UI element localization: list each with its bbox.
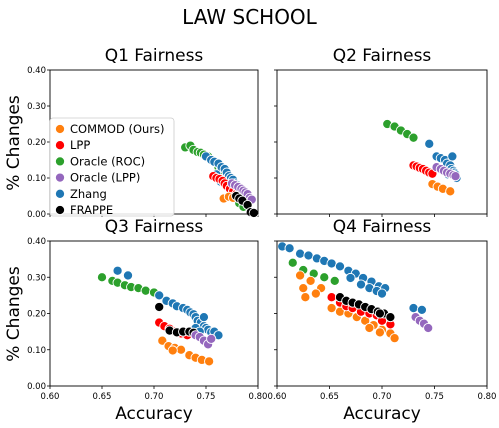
q3-y-tick-label: 0.20 bbox=[27, 310, 46, 320]
q2-point-oracle-lpp bbox=[450, 171, 461, 182]
q4-point-commod-ours bbox=[295, 270, 306, 281]
q2-point-oracle-roc bbox=[408, 132, 419, 143]
q1-panel: Q1 Fairness 0.00 0.10 0.20 0.30 0.40 bbox=[27, 46, 259, 220]
q1-point-frappe bbox=[248, 207, 259, 218]
q4-point-frappe bbox=[374, 308, 385, 319]
q4-x-tick-label: 0.60 bbox=[268, 392, 287, 402]
q2-point-zhang bbox=[424, 138, 435, 149]
x-axis-label-right: Accuracy bbox=[343, 404, 421, 424]
q3-point-oracle-roc bbox=[140, 285, 151, 296]
q1-y-tick-label: 0.30 bbox=[27, 102, 46, 112]
q4-title: Q4 Fairness bbox=[333, 217, 432, 237]
q3-y-tick-label: 0.40 bbox=[27, 237, 46, 247]
q4-point-zhang bbox=[355, 279, 367, 290]
q4-point-zhang bbox=[408, 303, 419, 314]
x-axis-label-left: Accuracy bbox=[115, 404, 193, 424]
legend-marker-oracle-roc bbox=[54, 156, 66, 167]
q3-y-tick-label: 0.30 bbox=[27, 273, 46, 283]
q4-point-commod-ours bbox=[374, 327, 385, 338]
legend-label-zhang: Zhang bbox=[70, 187, 107, 201]
q4-point-zhang bbox=[416, 304, 427, 315]
q4-point-zhang bbox=[303, 250, 314, 261]
q4-panel: Q4 Fairness 0.60 0.65 0.70 0.75 0.80 bbox=[268, 217, 497, 402]
q4-point-frappe bbox=[385, 312, 396, 323]
q4-point-commod-ours bbox=[364, 322, 375, 334]
q3-x-tick-label: 0.65 bbox=[93, 392, 112, 402]
q4-point-commod-ours bbox=[305, 275, 316, 286]
legend-label-oracle-roc: Oracle (ROC) bbox=[70, 154, 145, 168]
y-axis-label-bottom: % Changes bbox=[4, 266, 24, 362]
q4-point-oracle-lpp bbox=[423, 322, 434, 334]
q3-x-tick-label: 0.80 bbox=[249, 392, 268, 402]
q3-point-oracle-roc bbox=[96, 272, 108, 283]
q3-y-tick-label: 0.00 bbox=[27, 382, 46, 392]
q3-x-tick-label: 0.60 bbox=[41, 392, 60, 402]
legend-marker-oracle-lpp bbox=[54, 172, 66, 183]
q1-y-tick-label: 0.00 bbox=[27, 210, 46, 220]
q4-point-commod-ours bbox=[300, 292, 311, 303]
q2-title: Q2 Fairness bbox=[333, 46, 432, 66]
legend-marker-commod-ours bbox=[54, 123, 66, 135]
q4-frame bbox=[276, 240, 488, 387]
legend-label-lpp: LPP bbox=[70, 138, 90, 152]
q3-x-tick-label: 0.70 bbox=[145, 392, 164, 402]
legend: COMMOD (Ours) LPP Oracle (ROC) Oracle (LPP)… bbox=[49, 117, 175, 217]
q1-y-tick-label: 0.40 bbox=[27, 66, 46, 76]
q3-point-zhang bbox=[112, 265, 123, 276]
q2-point-zhang bbox=[447, 151, 458, 162]
q4-point-zhang bbox=[345, 272, 356, 284]
q4-x-tick-label: 0.75 bbox=[425, 392, 444, 402]
q4-point-commod-ours bbox=[389, 333, 400, 344]
legend-label-oracle-lpp: Oracle (LPP) bbox=[70, 171, 140, 185]
legend-label-frappe: FRAPPE bbox=[70, 203, 113, 217]
panels: Q1 Fairness 0.00 0.10 0.20 0.30 0.40 Q2 Fairne… bbox=[27, 46, 496, 402]
q1-y-tick-label: 0.10 bbox=[27, 174, 46, 184]
q4-point-zhang bbox=[376, 288, 388, 299]
legend-box bbox=[49, 117, 175, 217]
q4-point-zhang bbox=[295, 248, 306, 259]
q2-points bbox=[382, 118, 462, 197]
q3-point-zhang bbox=[154, 290, 165, 301]
q3-point-oracle-lpp bbox=[206, 333, 217, 344]
q3-point-commod-ours bbox=[167, 345, 178, 356]
q4-point-commod-ours bbox=[298, 283, 309, 294]
q2-frame bbox=[276, 69, 488, 215]
legend-marker-zhang bbox=[54, 188, 66, 199]
legend-label-commod-ours: COMMOD (Ours) bbox=[70, 122, 165, 136]
q4-point-commod-ours bbox=[310, 288, 321, 299]
q1-title: Q1 Fairness bbox=[105, 46, 204, 66]
q4-point-zhang bbox=[284, 243, 295, 254]
legend-marker-lpp bbox=[54, 140, 66, 151]
q1-points bbox=[180, 140, 259, 218]
figure-title: LAW SCHOOL bbox=[182, 5, 318, 29]
q3-point-commod-ours bbox=[204, 356, 215, 367]
q4-point-zhang bbox=[334, 261, 346, 272]
q3-y-tick-label: 0.10 bbox=[27, 346, 46, 356]
q2-point-commod-ours bbox=[445, 186, 456, 197]
q4-point-lpp bbox=[326, 292, 337, 303]
q3-frame bbox=[49, 240, 259, 387]
q4-x-tick-label: 0.65 bbox=[320, 392, 339, 402]
q1-y-tick-label: 0.20 bbox=[27, 138, 46, 148]
q4-points bbox=[277, 241, 434, 344]
q4-point-zhang bbox=[326, 258, 337, 269]
q3-point-commod-ours bbox=[175, 344, 187, 355]
q4-x-tick-label: 0.80 bbox=[478, 392, 497, 402]
q4-point-oracle-roc bbox=[287, 257, 298, 268]
y-axis-label-top: % Changes bbox=[4, 95, 24, 191]
q3-points bbox=[96, 265, 224, 367]
q3-point-frappe bbox=[154, 301, 165, 313]
q4-point-oracle-roc bbox=[329, 275, 340, 286]
q4-x-tick-label: 0.70 bbox=[373, 392, 392, 402]
q4-point-commod-ours bbox=[326, 303, 337, 314]
q3-panel: Q3 Fairness 0.00 0.10 0.20 0.30 0.40 0.60 0.65 0… bbox=[27, 217, 267, 402]
q3-point-zhang bbox=[122, 270, 134, 281]
q3-x-tick-label: 0.75 bbox=[197, 392, 216, 402]
q3-point-zhang bbox=[198, 312, 209, 323]
q4-point-oracle-roc bbox=[319, 272, 330, 283]
q2-panel: Q2 Fairness bbox=[274, 46, 488, 217]
q3-title: Q3 Fairness bbox=[105, 217, 204, 237]
legend-marker-frappe bbox=[54, 204, 66, 216]
